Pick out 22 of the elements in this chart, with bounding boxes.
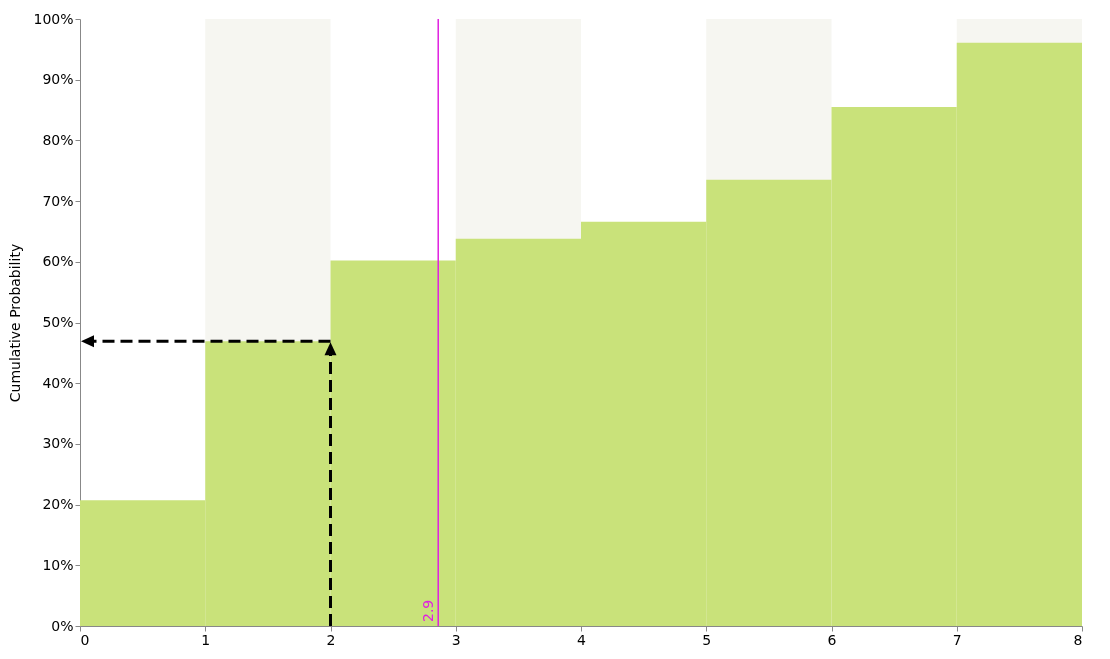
x-tick-label: 8 bbox=[1073, 631, 1083, 648]
x-tick-label: 3 bbox=[451, 631, 461, 648]
ref-line-label: 2.9 bbox=[420, 599, 437, 622]
x-tick-label: 5 bbox=[702, 631, 712, 648]
y-axis-title: Cumulative Probability bbox=[7, 243, 24, 403]
x-tick-label: 2 bbox=[326, 631, 336, 648]
x-tick-label: 6 bbox=[827, 631, 837, 648]
y-tick-label: 50% bbox=[42, 314, 74, 330]
y-tick-label: 60% bbox=[42, 253, 74, 270]
y-tick-label: 100% bbox=[33, 10, 74, 27]
y-tick-label: 30% bbox=[42, 435, 74, 452]
x-tick-label: 4 bbox=[577, 631, 587, 648]
y-tick-label: 20% bbox=[42, 496, 74, 513]
y-tick-label: 90% bbox=[42, 71, 74, 88]
y-tick-label: 0% bbox=[51, 617, 74, 634]
y-tick-label: 40% bbox=[42, 374, 74, 391]
y-tick-label: 80% bbox=[42, 131, 74, 148]
y-tick-label: 70% bbox=[42, 192, 74, 209]
y-tick-label: 10% bbox=[42, 556, 74, 573]
x-tick-label: 0 bbox=[80, 631, 90, 648]
x-tick-label: 7 bbox=[952, 631, 962, 648]
x-tick-label: 1 bbox=[201, 631, 211, 648]
